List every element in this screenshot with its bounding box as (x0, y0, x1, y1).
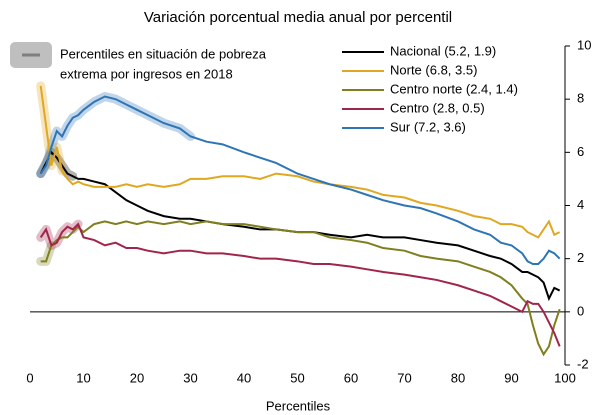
legend-label: Nacional (5.2, 1.9) (390, 43, 496, 58)
series-line (40, 220, 561, 357)
series-line (39, 85, 561, 239)
y-tick-label: 8 (577, 91, 584, 106)
x-tick-label: 40 (237, 370, 251, 385)
x-tick-label: 0 (26, 370, 33, 385)
legend-label: Sur (7.2, 3.6) (390, 119, 466, 134)
legend-highlight-label: extrema por ingresos en 2018 (60, 66, 233, 81)
legend-highlight-label: Percentiles en situación de pobreza (60, 46, 267, 61)
x-tick-label: 50 (290, 370, 304, 385)
x-axis-label: Percentiles (266, 398, 331, 413)
legend-label: Norte (6.8, 3.5) (390, 62, 477, 77)
y-tick-label: 6 (577, 144, 584, 159)
series-line (39, 222, 561, 347)
y-tick-label: 4 (577, 197, 584, 212)
x-tick-label: 100 (554, 370, 576, 385)
y-tick-label: 2 (577, 250, 584, 265)
x-tick-label: 80 (451, 370, 465, 385)
y-tick-label: -2 (577, 356, 589, 371)
x-tick-label: 60 (344, 370, 358, 385)
x-tick-label: 10 (76, 370, 90, 385)
legend-label: Centro (2.8, 0.5) (390, 100, 485, 115)
legend-label: Centro norte (2.4, 1.4) (390, 81, 518, 96)
x-tick-label: 90 (504, 370, 518, 385)
series-line (39, 95, 561, 265)
x-tick-label: 70 (397, 370, 411, 385)
y-tick-label: 10 (577, 37, 591, 52)
x-tick-label: 30 (183, 370, 197, 385)
y-tick-label: 0 (577, 303, 584, 318)
chart-title: Variación porcentual media anual por per… (144, 9, 452, 26)
x-tick-label: 20 (130, 370, 144, 385)
